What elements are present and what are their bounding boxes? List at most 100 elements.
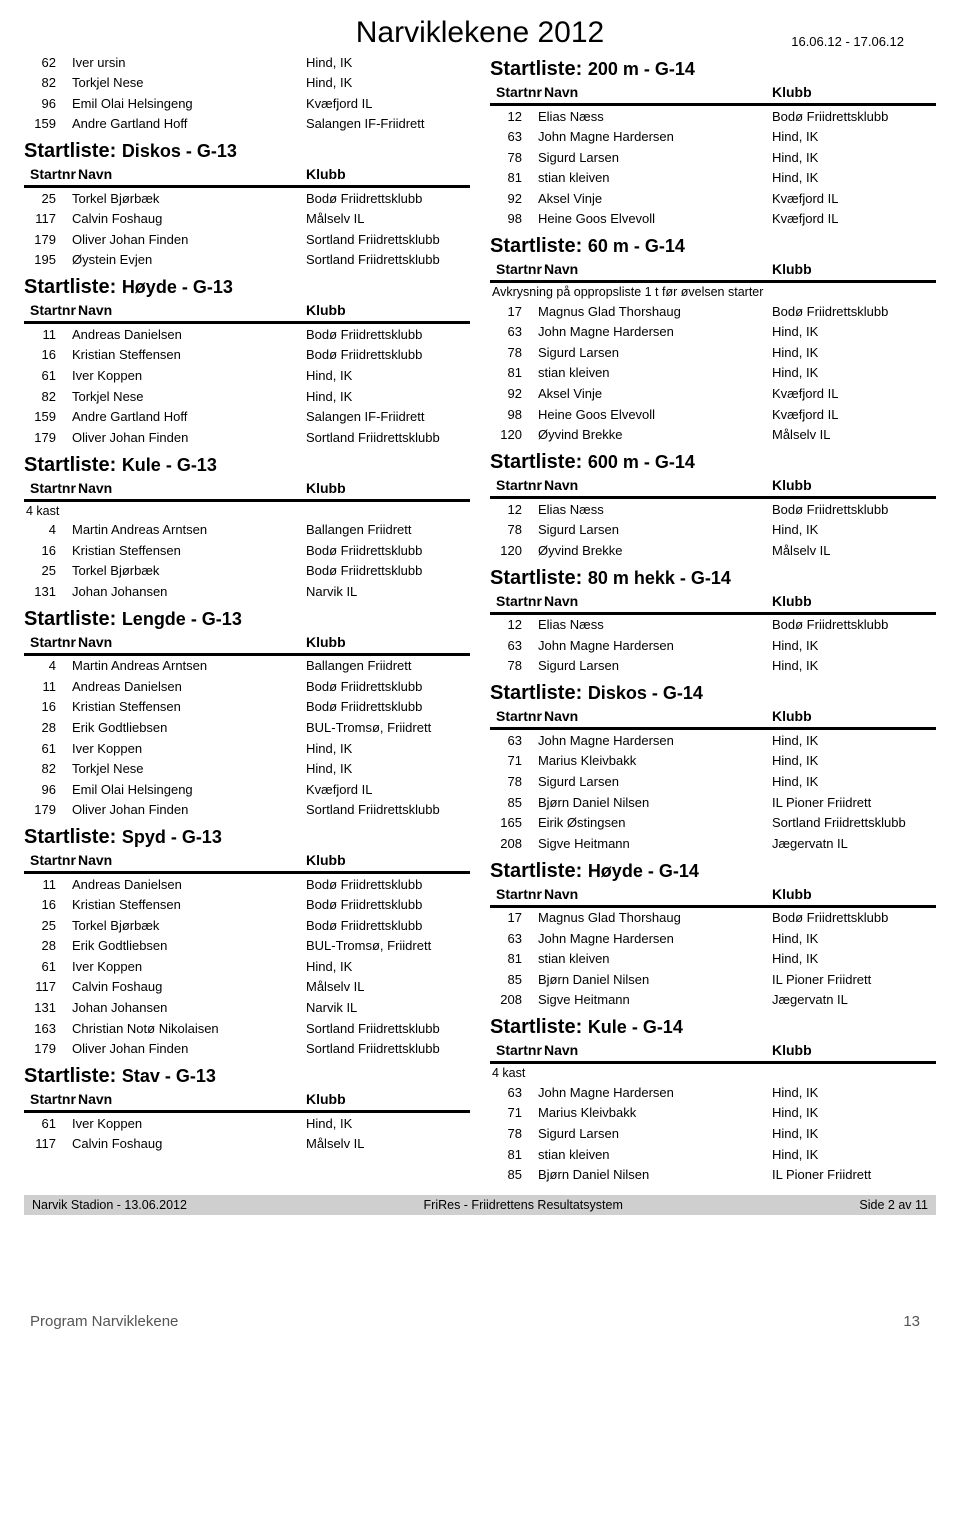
cell-name: John Magne Hardersen	[538, 732, 772, 750]
table-header: StartnrNavnKlubb	[490, 259, 936, 283]
cell-club: Narvik IL	[306, 999, 470, 1017]
cell-startnr: 61	[24, 958, 72, 976]
table-header: StartnrNavnKlubb	[490, 475, 936, 499]
startliste-label: Startliste:	[490, 860, 588, 882]
cell-startnr: 82	[24, 760, 72, 778]
cell-name: Kristian Steffensen	[72, 542, 306, 560]
col-startnr: Startnr	[490, 593, 544, 609]
startliste-label: Startliste:	[24, 608, 122, 630]
cell-name: Iver Koppen	[72, 740, 306, 758]
cell-name: Kristian Steffensen	[72, 896, 306, 914]
col-klubb: Klubb	[772, 477, 936, 493]
table-row: 63John Magne HardersenHind, IK	[490, 322, 936, 343]
table-row: 61Iver KoppenHind, IK	[24, 956, 470, 977]
col-startnr: Startnr	[24, 852, 78, 868]
cell-startnr: 16	[24, 698, 72, 716]
cell-startnr: 25	[24, 562, 72, 580]
table-row: 82Torkjel NeseHind, IK	[24, 73, 470, 94]
cell-club: Hind, IK	[772, 1084, 936, 1102]
cell-name: Johan Johansen	[72, 999, 306, 1017]
cell-club: Målselv IL	[772, 542, 936, 560]
cell-name: Sigurd Larsen	[538, 1125, 772, 1143]
col-startnr: Startnr	[24, 480, 78, 496]
cell-startnr: 78	[490, 521, 538, 539]
cell-name: Christian Notø Nikolaisen	[72, 1020, 306, 1038]
bottom-label: Program Narviklekene 13	[30, 1313, 960, 1330]
table-row: 82Torkjel NeseHind, IK	[24, 759, 470, 780]
cell-club: IL Pioner Friidrett	[772, 794, 936, 812]
section-title: Startliste: Stav - G-13	[24, 1065, 470, 1088]
cell-startnr: 96	[24, 781, 72, 799]
table-header: StartnrNavnKlubb	[24, 300, 470, 324]
cell-name: Iver Koppen	[72, 1115, 306, 1133]
table-row: 63John Magne HardersenHind, IK	[490, 1082, 936, 1103]
table-row: 63John Magne HardersenHind, IK	[490, 127, 936, 148]
table-row: 179Oliver Johan FindenSortland Friidrett…	[24, 229, 470, 250]
table-row: 78Sigurd LarsenHind, IK	[490, 342, 936, 363]
cell-startnr: 63	[490, 637, 538, 655]
cell-club: Hind, IK	[772, 773, 936, 791]
cell-startnr: 81	[490, 1146, 538, 1164]
table-row: 81stian kleivenHind, IK	[490, 168, 936, 189]
cell-name: Sigurd Larsen	[538, 773, 772, 791]
event-name: 80 m hekk - G-14	[588, 568, 731, 588]
cell-name: Calvin Foshaug	[72, 210, 306, 228]
section-title: Startliste: Diskos - G-14	[490, 682, 936, 705]
startliste-label: Startliste:	[490, 58, 588, 80]
table-row: 17Magnus Glad ThorshaugBodø Friidrettskl…	[490, 908, 936, 929]
cell-name: Marius Kleivbakk	[538, 1104, 772, 1122]
cell-club: Hind, IK	[772, 752, 936, 770]
cell-name: Aksel Vinje	[538, 190, 772, 208]
section-title: Startliste: Høyde - G-13	[24, 276, 470, 299]
cell-club: Hind, IK	[772, 732, 936, 750]
section-title: Startliste: Spyd - G-13	[24, 826, 470, 849]
cell-startnr: 179	[24, 1040, 72, 1058]
cell-club: Bodø Friidrettsklubb	[306, 346, 470, 364]
cell-name: Heine Goos Elvevoll	[538, 210, 772, 228]
table-row: 179Oliver Johan FindenSortland Friidrett…	[24, 800, 470, 821]
table-row: 98Heine Goos ElvevollKvæfjord IL	[490, 209, 936, 230]
cell-name: Bjørn Daniel Nilsen	[538, 971, 772, 989]
cell-club: IL Pioner Friidrett	[772, 1166, 936, 1184]
cell-club: Målselv IL	[306, 210, 470, 228]
cell-startnr: 78	[490, 773, 538, 791]
col-startnr: Startnr	[24, 634, 78, 650]
table-row: 208Sigve HeitmannJægervatn IL	[490, 833, 936, 854]
section-note: Avkrysning på oppropsliste 1 t før øvels…	[492, 285, 936, 299]
page-number: 13	[903, 1313, 920, 1330]
event-name: Diskos - G-14	[588, 683, 703, 703]
cell-name: John Magne Hardersen	[538, 637, 772, 655]
cell-name: Heine Goos Elvevoll	[538, 406, 772, 424]
cell-club: Kvæfjord IL	[306, 95, 470, 113]
cell-club: Sortland Friidrettsklubb	[306, 1020, 470, 1038]
section-title: Startliste: 80 m hekk - G-14	[490, 567, 936, 590]
table-header: StartnrNavnKlubb	[24, 164, 470, 188]
cell-name: John Magne Hardersen	[538, 128, 772, 146]
cell-club: Hind, IK	[306, 388, 470, 406]
cell-startnr: 117	[24, 978, 72, 996]
cell-startnr: 78	[490, 344, 538, 362]
footer-center: FriRes - Friidrettens Resultatsystem	[424, 1198, 623, 1212]
table-row: 62Iver ursinHind, IK	[24, 52, 470, 73]
cell-startnr: 82	[24, 74, 72, 92]
event-name: 60 m - G-14	[588, 236, 685, 256]
cell-name: Øyvind Brekke	[538, 426, 772, 444]
cell-startnr: 131	[24, 583, 72, 601]
cell-name: stian kleiven	[538, 1146, 772, 1164]
cell-name: Elias Næss	[538, 108, 772, 126]
cell-club: Hind, IK	[772, 344, 936, 362]
cell-club: Ballangen Friidrett	[306, 657, 470, 675]
cell-name: Øyvind Brekke	[538, 542, 772, 560]
cell-club: Ballangen Friidrett	[306, 521, 470, 539]
cell-name: Kristian Steffensen	[72, 698, 306, 716]
col-navn: Navn	[544, 708, 772, 724]
cell-club: Bodø Friidrettsklubb	[772, 616, 936, 634]
cell-club: BUL-Tromsø, Friidrett	[306, 719, 470, 737]
cell-club: Bodø Friidrettsklubb	[306, 698, 470, 716]
cell-startnr: 63	[490, 930, 538, 948]
cell-startnr: 12	[490, 616, 538, 634]
table-row: 85Bjørn Daniel NilsenIL Pioner Friidrett	[490, 969, 936, 990]
cell-name: Marius Kleivbakk	[538, 752, 772, 770]
col-klubb: Klubb	[306, 634, 470, 650]
cell-startnr: 11	[24, 876, 72, 894]
